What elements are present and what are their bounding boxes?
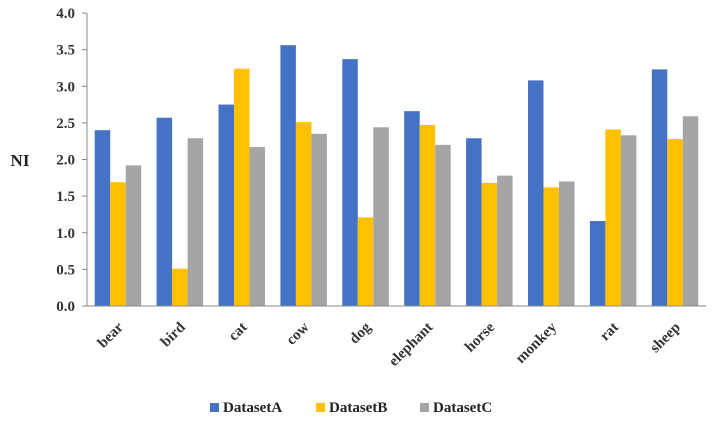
legend-swatch-datasetc — [420, 403, 429, 412]
bar-datasetb-dog — [357, 217, 374, 306]
x-tick-label: sheep — [647, 320, 684, 357]
bar-datasetb-bird — [172, 268, 188, 306]
legend: DatasetA DatasetB DatasetC — [210, 400, 492, 416]
x-tick-label: rat — [597, 320, 622, 345]
legend-swatch-dataseta — [210, 403, 219, 412]
y-tick-label: 0.5 — [56, 262, 75, 278]
bar-datasetb-horse — [481, 182, 498, 306]
bar-dataseta-elephant — [404, 111, 420, 306]
bar-datasetc-bird — [187, 138, 204, 306]
legend-label-dataseta: DatasetA — [223, 400, 282, 416]
bar-dataseta-sheep — [651, 69, 668, 306]
y-tick-label: 3.5 — [56, 43, 75, 59]
y-tick-label: 0.0 — [56, 299, 75, 315]
y-tick-label: 2.0 — [56, 153, 75, 169]
bar-datasetc-bear — [125, 165, 142, 306]
bars — [94, 45, 699, 307]
bar-datasetc-cow — [311, 133, 327, 306]
bar-datasetc-horse — [497, 175, 513, 306]
bar-datasetb-rat — [605, 129, 621, 306]
y-tick-label: 1.5 — [56, 189, 75, 205]
y-axis-title: NI — [11, 151, 30, 170]
legend-swatch-datasetb — [316, 403, 325, 412]
y-axis: 0.0 0.5 1.0 1.5 2.0 2.5 3.0 3.5 4.0 — [56, 6, 88, 315]
bar-datasetb-elephant — [419, 125, 436, 306]
bar-dataseta-horse — [466, 138, 482, 306]
bar-datasetb-cow — [295, 122, 312, 306]
bar-datasetc-elephant — [435, 144, 451, 306]
bar-datasetc-rat — [620, 135, 637, 306]
x-tick-label: cow — [283, 319, 312, 348]
x-tick-label: cat — [226, 320, 251, 345]
bar-datasetc-monkey — [559, 181, 575, 306]
bar-datasetb-bear — [110, 182, 126, 306]
y-tick-label: 3.0 — [56, 79, 75, 95]
bar-datasetc-sheep — [682, 116, 699, 306]
bar-datasetc-dog — [373, 127, 389, 307]
bar-dataseta-bird — [156, 117, 173, 306]
bar-datasetb-sheep — [667, 138, 683, 306]
x-axis: bear bird cat cow dog elephant horse monkey rat s… — [87, 305, 706, 370]
bar-dataseta-cat — [218, 104, 234, 306]
x-tick-label: monkey — [513, 319, 561, 367]
x-tick-label: bear — [95, 319, 127, 351]
legend-label-datasetb: DatasetB — [329, 400, 387, 416]
bar-dataseta-monkey — [528, 80, 544, 306]
x-tick-label: dog — [347, 319, 375, 347]
bar-dataseta-dog — [342, 59, 358, 307]
bar-datasetc-cat — [249, 147, 265, 306]
y-tick-label: 4.0 — [56, 6, 75, 22]
bar-dataseta-rat — [589, 221, 606, 306]
x-tick-label: elephant — [386, 320, 436, 370]
bar-dataseta-cow — [280, 45, 296, 306]
bar-datasetb-cat — [234, 68, 250, 306]
x-tick-label: bird — [158, 319, 189, 350]
bar-dataseta-bear — [94, 130, 111, 306]
x-tick-label: horse — [462, 319, 498, 355]
bar-datasetb-monkey — [543, 187, 559, 306]
y-tick-label: 2.5 — [56, 116, 75, 132]
y-tick-label: 1.0 — [56, 226, 75, 242]
legend-label-datasetc: DatasetC — [433, 400, 492, 416]
